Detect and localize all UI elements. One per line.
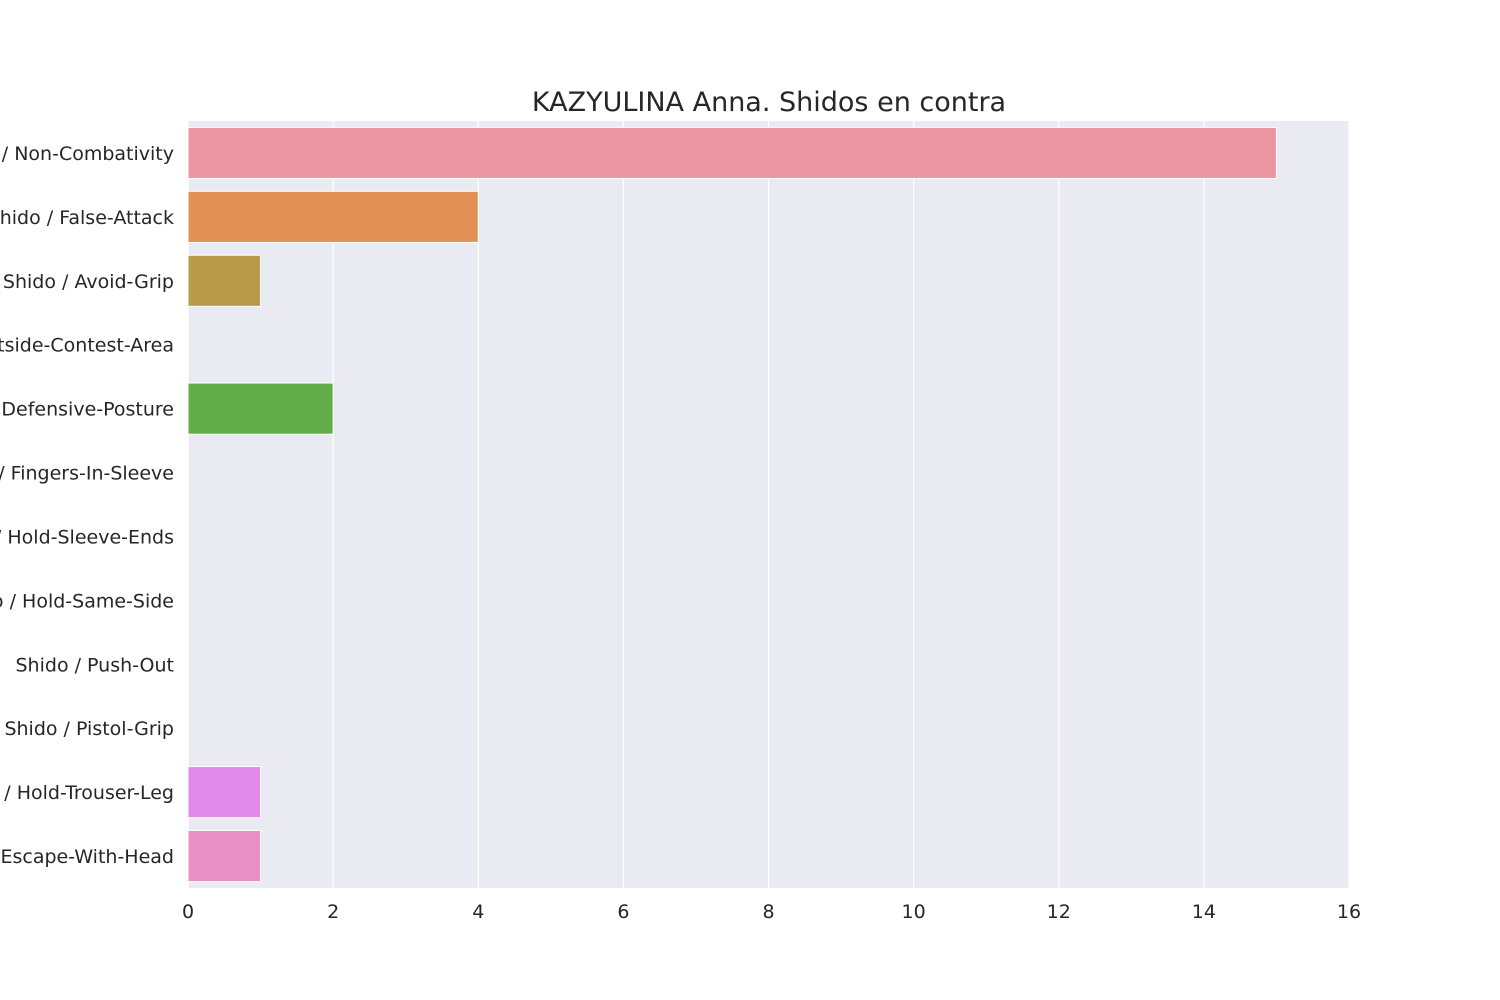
y-tick-label: Shido / Pistol-Grip bbox=[4, 718, 174, 740]
x-axis-tick-labels: 0 2 4 6 8 10 12 14 16 bbox=[182, 901, 1361, 923]
bar bbox=[187, 382, 334, 435]
x-tick-label: 10 bbox=[902, 901, 926, 923]
y-tick-label: Shido / Push-Out bbox=[16, 654, 175, 676]
x-tick-label: 4 bbox=[472, 901, 484, 923]
x-tick-label: 12 bbox=[1047, 901, 1071, 923]
chart-title: KAZYULINA Anna. Shidos en contra bbox=[532, 87, 1006, 118]
bar bbox=[187, 254, 262, 307]
y-tick-label: Shido / Defensive-Posture bbox=[0, 399, 174, 421]
y-tick-label: Shido / Outside-Contest-Area bbox=[0, 335, 174, 357]
x-tick-label: 2 bbox=[327, 901, 339, 923]
y-tick-label: Shido / Fingers-In-Sleeve bbox=[0, 463, 174, 485]
x-tick-label: 6 bbox=[617, 901, 629, 923]
x-tick-label: 8 bbox=[762, 901, 774, 923]
bar bbox=[187, 766, 262, 819]
bar bbox=[187, 190, 479, 243]
y-axis-tick-labels: Shido / Non-Combativity Shido / False-Att… bbox=[0, 143, 174, 868]
y-tick-label: Shido / Avoid-Grip bbox=[3, 271, 174, 293]
bar bbox=[187, 126, 1277, 180]
y-tick-label: Shido / Hold-Sleeve-Ends bbox=[0, 526, 174, 548]
y-tick-label: Shido / Non-Combativity bbox=[0, 143, 174, 165]
y-tick-label: Shido / Hold-Same-Side bbox=[0, 590, 174, 612]
y-tick-label: Shido / Escape-With-Head bbox=[0, 846, 174, 868]
x-tick-label: 14 bbox=[1192, 901, 1216, 923]
grid-lines bbox=[187, 121, 1350, 888]
x-tick-label: 16 bbox=[1337, 901, 1361, 923]
bar bbox=[187, 829, 262, 883]
y-tick-label: Shido / Hold-Trouser-Leg bbox=[0, 782, 174, 804]
bars bbox=[187, 126, 1277, 883]
y-tick-label: Shido / False-Attack bbox=[0, 207, 174, 229]
x-tick-label: 0 bbox=[182, 901, 194, 923]
